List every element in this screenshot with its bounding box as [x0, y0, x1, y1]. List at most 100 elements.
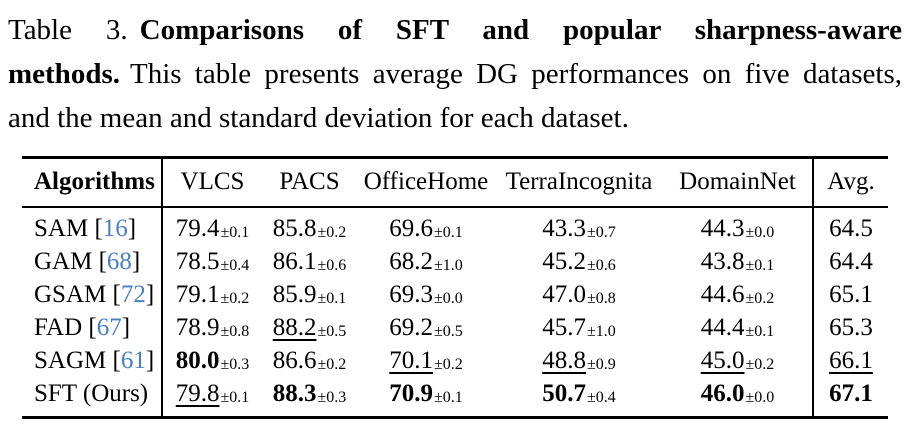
caption-title: Comparisons of SFT and popular sharpness…	[8, 14, 903, 91]
score-cell: 79.4±0.1	[162, 207, 262, 246]
score-value: 43.3	[542, 215, 586, 243]
score-value: 86.6	[272, 347, 317, 375]
score-value: 69.6	[389, 215, 433, 243]
score-value: 79.8	[175, 380, 220, 408]
column-header-pacs: PACS	[262, 157, 357, 209]
score-value: 70.1	[389, 347, 433, 375]
score-std: ±0.2	[433, 356, 463, 374]
score-value: 69.2	[389, 314, 433, 342]
citation-link[interactable]: 67	[96, 314, 122, 342]
score-cell: 46.0±0.0	[663, 378, 814, 418]
score-value: 69.3	[389, 281, 433, 309]
caption-label: Table 3.	[8, 14, 128, 46]
citation-link[interactable]: 68	[106, 248, 132, 276]
score-value: 80.0	[175, 347, 220, 375]
score-value: 79.1	[175, 281, 220, 309]
score-std: ±0.2	[745, 356, 775, 374]
score-std: ±0.5	[433, 323, 463, 341]
score-value: 70.9	[389, 380, 433, 408]
score-value: 48.8	[542, 347, 586, 375]
score-value: 78.9	[175, 314, 220, 342]
score-cell: 43.8±0.1	[663, 246, 814, 280]
avg-value: 66.1	[829, 347, 873, 375]
score-value: 88.2	[272, 314, 317, 342]
avg-value: 64.5	[829, 215, 873, 243]
score-cell: 44.6±0.2	[663, 279, 814, 313]
algorithm-cell: GSAM [72]	[22, 279, 163, 313]
score-std: ±0.1	[220, 389, 250, 407]
column-header-terraincognita: TerraIncognita	[495, 157, 663, 209]
avg-cell: 67.1	[813, 378, 888, 418]
score-value: 44.4	[700, 314, 745, 342]
score-cell: 68.2±1.0	[357, 246, 495, 279]
paper-table-figure: Table 3. Comparisons of SFT and popular s…	[0, 8, 908, 420]
avg-value: 67.1	[829, 380, 873, 408]
score-std: ±0.4	[586, 389, 616, 407]
score-value: 68.2	[389, 248, 433, 276]
score-value: 50.7	[542, 380, 586, 408]
table-row: GAM [68] 78.5±0.4 86.1±0.6 68.2±1.0 45.2±0.6…	[22, 246, 888, 280]
avg-cell: 64.4	[813, 246, 888, 279]
score-value: 85.9	[272, 281, 317, 309]
table-row: SFT (Ours) 79.8±0.1 88.3±0.3 70.9±0.1 50.7±0…	[22, 378, 888, 418]
score-std: ±0.6	[586, 257, 616, 275]
results-table-body: SAM [16] 79.4±0.1 85.8±0.2 69.6±0.1 43.3±0.7…	[22, 207, 888, 418]
column-header-domainnet: DomainNet	[663, 157, 814, 209]
table-row: SAGM [61] 80.0±0.3 86.6±0.2 70.1±0.2 48.8±0.…	[22, 345, 888, 379]
avg-cell: 64.5	[813, 207, 888, 246]
score-cell: 86.1±0.6	[262, 246, 357, 279]
citation-link[interactable]: 16	[102, 215, 128, 243]
results-table: Algorithms VLCS PACS OfficeHome TerraInc…	[22, 156, 888, 420]
score-cell: 69.2±0.5	[357, 312, 495, 345]
score-std: ±0.1	[220, 224, 250, 242]
score-cell: 86.6±0.2	[262, 345, 357, 378]
score-value: 47.0	[542, 281, 586, 309]
score-std: ±0.0	[745, 389, 775, 407]
avg-cell: 66.1	[813, 345, 888, 378]
avg-value: 64.4	[829, 248, 873, 276]
algorithm-cell: GAM [68]	[22, 246, 163, 280]
score-std: ±0.0	[745, 224, 775, 242]
score-value: 45.2	[542, 248, 586, 276]
score-std: ±0.4	[220, 257, 250, 275]
caption-body: This table presents average DG performan…	[8, 58, 902, 135]
score-value: 46.0	[700, 380, 745, 408]
score-cell: 70.1±0.2	[357, 345, 495, 378]
score-std: ±1.0	[433, 257, 463, 275]
score-std: ±0.7	[586, 224, 616, 242]
score-value: 44.3	[700, 215, 745, 243]
score-value: 86.1	[272, 248, 317, 276]
score-cell: 88.3±0.3	[262, 378, 357, 418]
column-header-vlcs: VLCS	[162, 157, 262, 209]
algorithm-cell: SFT (Ours)	[22, 378, 163, 418]
score-std: ±0.2	[317, 224, 347, 242]
score-cell: 78.9±0.8	[162, 312, 262, 345]
score-cell: 78.5±0.4	[162, 246, 262, 279]
score-std: ±0.6	[317, 257, 347, 275]
avg-cell: 65.1	[813, 279, 888, 312]
score-cell: 70.9±0.1	[357, 378, 495, 418]
score-std: ±0.3	[317, 389, 347, 407]
table-row: SAM [16] 79.4±0.1 85.8±0.2 69.6±0.1 43.3±0.7…	[22, 207, 888, 247]
score-cell: 43.3±0.7	[495, 207, 663, 246]
score-value: 44.6	[700, 281, 745, 309]
score-std: ±0.1	[745, 323, 775, 341]
score-std: ±0.1	[433, 224, 463, 242]
score-cell: 85.9±0.1	[262, 279, 357, 312]
score-std: ±0.2	[220, 290, 250, 308]
score-value: 43.8	[700, 248, 745, 276]
table-caption: Table 3. Comparisons of SFT and popular s…	[8, 8, 902, 140]
column-header-algorithms: Algorithms	[22, 157, 163, 209]
score-std: ±0.3	[220, 356, 250, 374]
avg-cell: 65.3	[813, 312, 888, 345]
citation-link[interactable]: 61	[120, 347, 146, 375]
citation-link[interactable]: 72	[120, 281, 146, 309]
score-cell: 45.0±0.2	[663, 345, 814, 379]
score-cell: 79.1±0.2	[162, 279, 262, 312]
score-std: ±0.5	[317, 323, 347, 341]
algorithm-cell: SAGM [61]	[22, 345, 163, 379]
score-value: 85.8	[272, 215, 317, 243]
score-std: ±0.8	[586, 290, 616, 308]
score-value: 45.7	[542, 314, 586, 342]
table-container: Algorithms VLCS PACS OfficeHome TerraInc…	[22, 156, 888, 420]
